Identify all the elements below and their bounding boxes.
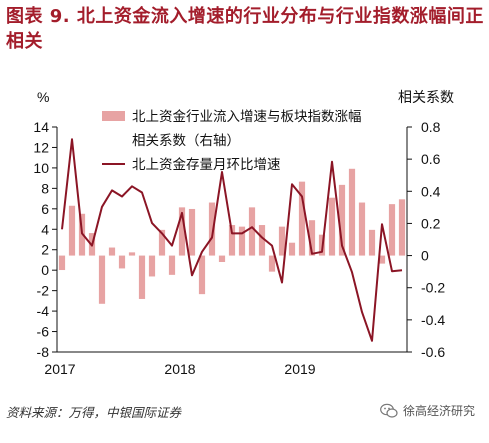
bar xyxy=(348,168,356,256)
bar xyxy=(188,208,196,256)
bar xyxy=(308,220,316,256)
bar xyxy=(328,197,336,256)
bar xyxy=(178,207,186,256)
left-tick-label: 0 xyxy=(41,262,49,278)
legend-bar-label-line1: 北上资金行业流入增速与板块指数涨幅 xyxy=(132,109,362,125)
left-tick-label: -8 xyxy=(37,344,50,360)
x-tick-label: 2018 xyxy=(164,361,195,377)
line-path xyxy=(61,138,403,342)
right-tick-label: 0.6 xyxy=(421,151,441,167)
bar xyxy=(198,255,206,295)
legend-bar-label-line2: 相关系数（右轴） xyxy=(132,133,240,149)
bar-series xyxy=(58,168,406,304)
bar xyxy=(158,229,166,256)
bar xyxy=(368,229,376,256)
bar xyxy=(68,205,76,256)
right-tick-label: 0.8 xyxy=(421,119,441,135)
left-tick-label: 2 xyxy=(41,242,49,258)
bar xyxy=(238,226,246,256)
axes: 14 12 10 8 6 4 2 0 -2 -4 -6 -8 0.8 0.6 0.4 0.2 0 -0.2 -0.4… xyxy=(33,89,454,377)
left-tick-label: -2 xyxy=(37,283,50,299)
bar xyxy=(388,204,396,256)
bar xyxy=(218,255,226,262)
watermark-text: 徐高经济研究 xyxy=(402,404,475,418)
legend: 北上资金行业流入增速与板块指数涨幅 相关系数（右轴） 北上资金存量月环比增速 xyxy=(102,109,362,173)
left-tick-label: 14 xyxy=(33,119,49,135)
left-tick-label: -6 xyxy=(37,324,50,340)
bar xyxy=(228,225,236,256)
left-tick-label: 8 xyxy=(41,180,49,196)
bar xyxy=(58,255,66,271)
left-axis-title: % xyxy=(37,89,49,105)
bar xyxy=(278,226,286,256)
bar xyxy=(398,199,406,256)
left-tick-label: 6 xyxy=(41,201,49,217)
right-tick-label: 0.4 xyxy=(421,183,441,199)
legend-bar-swatch xyxy=(102,111,125,121)
right-tick-label: -0.6 xyxy=(421,344,445,360)
right-tick-label: -0.4 xyxy=(421,312,445,328)
right-tick-label: 0.2 xyxy=(421,215,441,231)
x-tick-label: 2019 xyxy=(284,361,315,377)
bar xyxy=(298,181,306,256)
wechat-icon xyxy=(380,403,398,418)
left-tick-label: 4 xyxy=(41,221,49,237)
bar xyxy=(98,255,106,304)
bar xyxy=(248,207,256,256)
left-tick-label: -4 xyxy=(37,303,50,319)
bar xyxy=(268,255,276,272)
right-tick-label: 0 xyxy=(421,248,429,264)
legend-line-label: 北上资金存量月环比增速 xyxy=(132,157,281,173)
bar xyxy=(148,255,156,277)
watermark: 徐高经济研究 xyxy=(380,402,475,419)
bar xyxy=(288,242,296,256)
right-axis-title: 相关系数 xyxy=(398,89,454,105)
x-tick-label: 2017 xyxy=(44,361,75,377)
line-series xyxy=(61,138,403,342)
source-note: 资料来源：万得，中银国际证券 xyxy=(6,405,182,420)
bar xyxy=(358,202,366,256)
bar xyxy=(208,202,216,256)
bar xyxy=(128,252,136,256)
bar xyxy=(108,247,116,256)
bar xyxy=(138,255,146,299)
left-tick-label: 10 xyxy=(33,160,49,176)
bar xyxy=(338,184,346,256)
figure-title: 图表 9. 北上资金流入增速的行业分布与行业指数涨幅间正相关 xyxy=(6,6,484,52)
left-tick-label: 12 xyxy=(33,139,49,155)
bar xyxy=(378,255,386,264)
bar xyxy=(258,225,266,256)
right-tick-label: -0.2 xyxy=(421,280,445,296)
bar xyxy=(118,255,126,269)
bar xyxy=(168,255,176,275)
